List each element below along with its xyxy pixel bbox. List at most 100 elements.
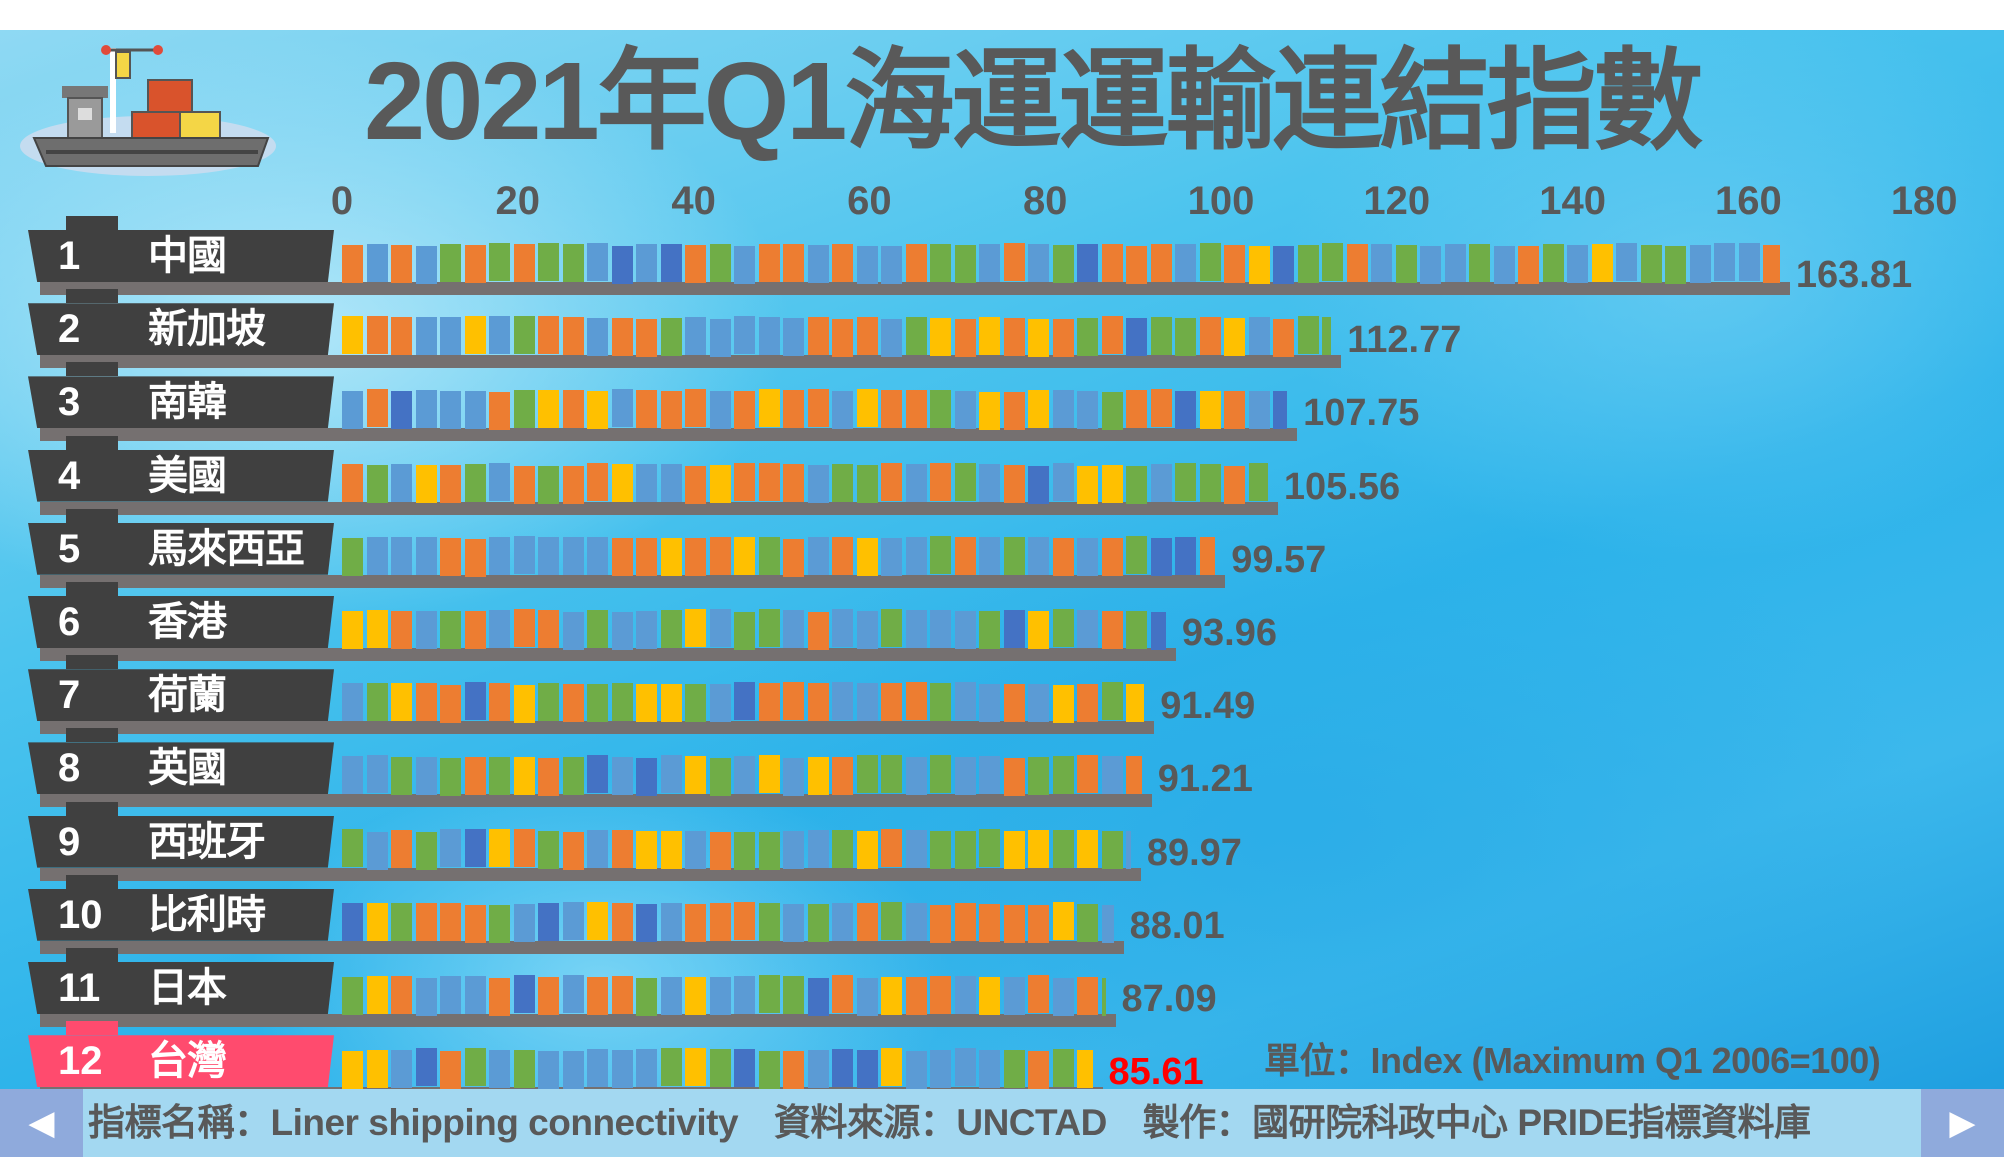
bar-container bbox=[489, 536, 510, 575]
bar-container bbox=[464, 611, 486, 649]
bar-container bbox=[366, 755, 388, 794]
bar-container bbox=[366, 244, 388, 282]
bar-container bbox=[1052, 829, 1074, 868]
rank-number: 6 bbox=[58, 600, 81, 644]
bar-container bbox=[1077, 684, 1098, 723]
bar-container bbox=[660, 830, 682, 869]
bar-container bbox=[538, 390, 559, 429]
country-name: 南韓 bbox=[148, 380, 227, 425]
bar-container bbox=[930, 904, 951, 943]
label-tab bbox=[66, 655, 118, 670]
bar-container bbox=[611, 246, 633, 284]
bar-container bbox=[1395, 245, 1417, 283]
bar-container bbox=[832, 757, 853, 796]
bar-container bbox=[342, 756, 363, 795]
bar-container bbox=[1052, 245, 1074, 283]
bar-container bbox=[856, 1050, 878, 1089]
bar-container bbox=[905, 610, 927, 648]
bar-container bbox=[1052, 537, 1074, 576]
bar-container bbox=[440, 391, 461, 430]
bar-container bbox=[979, 244, 1000, 282]
rank-label-box bbox=[28, 815, 334, 868]
bar-container bbox=[562, 1051, 584, 1090]
bar-container bbox=[391, 1050, 412, 1089]
next-arrow-button[interactable]: ▶ bbox=[1921, 1089, 2004, 1157]
bar-container bbox=[587, 318, 608, 357]
bar-container bbox=[1518, 246, 1539, 284]
bar-container bbox=[832, 319, 853, 358]
x-tick-label: 180 bbox=[1890, 179, 1958, 223]
bar-container bbox=[1003, 464, 1025, 503]
bar-container bbox=[807, 683, 829, 722]
bar-container bbox=[1175, 536, 1196, 575]
bar-container bbox=[1567, 245, 1588, 283]
bar-container bbox=[489, 1050, 510, 1089]
rank-label-box bbox=[28, 522, 334, 575]
bar-container bbox=[342, 828, 363, 867]
prev-arrow-button[interactable]: ◀ bbox=[0, 1089, 83, 1157]
bar-container bbox=[807, 978, 829, 1016]
bar-container bbox=[513, 316, 535, 355]
rank-label-box bbox=[28, 596, 334, 648]
bar-container bbox=[930, 462, 951, 501]
bar-container bbox=[979, 684, 1000, 723]
bar-container bbox=[611, 318, 633, 357]
bar-container bbox=[1003, 758, 1025, 797]
bar-container bbox=[1077, 391, 1098, 430]
bar-container bbox=[954, 976, 976, 1014]
bar-container bbox=[783, 318, 804, 357]
bar-container bbox=[489, 610, 510, 648]
value-label: 88.01 bbox=[1129, 904, 1225, 947]
bar-container bbox=[685, 830, 706, 869]
value-label: 91.49 bbox=[1160, 685, 1256, 728]
bar-container bbox=[807, 612, 829, 650]
bar-container bbox=[636, 978, 657, 1016]
bar-container bbox=[636, 684, 657, 723]
bar-container bbox=[1714, 243, 1735, 281]
bar-container bbox=[734, 391, 755, 430]
bar-container bbox=[881, 1048, 902, 1087]
bar-container bbox=[464, 463, 486, 502]
bar-container bbox=[685, 1048, 706, 1087]
bar-container bbox=[1248, 317, 1270, 356]
label-tab bbox=[66, 508, 118, 523]
bar-container bbox=[1003, 610, 1025, 648]
bar-row: 11 日本 87.09 bbox=[0, 948, 1900, 1036]
bar-container bbox=[709, 609, 731, 647]
country-name: 美國 bbox=[148, 453, 227, 498]
bar-container bbox=[660, 463, 682, 502]
bar-container bbox=[1665, 246, 1686, 284]
bar-container bbox=[1150, 389, 1172, 428]
bar-container bbox=[1077, 318, 1098, 357]
bar-container bbox=[734, 831, 755, 870]
bar-container bbox=[660, 610, 682, 648]
bar-container bbox=[905, 1051, 927, 1090]
bar-container bbox=[366, 831, 388, 870]
bar-container bbox=[685, 977, 706, 1015]
bar-container bbox=[636, 830, 657, 869]
bar-container bbox=[905, 682, 927, 721]
bar-container bbox=[685, 465, 706, 504]
chart-title: 2021年Q1海運運輸連結指數 bbox=[364, 40, 1703, 163]
bar-container bbox=[1273, 391, 1288, 430]
bar-container bbox=[513, 828, 535, 867]
ocean-background bbox=[0, 30, 2004, 1089]
bar-container bbox=[807, 536, 829, 575]
bar-container bbox=[758, 975, 780, 1013]
bar-container bbox=[832, 902, 853, 941]
bar-container bbox=[1028, 904, 1049, 943]
bar-container bbox=[856, 830, 878, 869]
bar-container bbox=[832, 391, 853, 430]
bar-base bbox=[40, 355, 1342, 369]
country-name: 台灣 bbox=[148, 1039, 227, 1084]
bar-container bbox=[709, 684, 731, 723]
value-label: 93.96 bbox=[1181, 612, 1277, 654]
bar-container bbox=[1003, 904, 1025, 943]
bar-container bbox=[1175, 391, 1196, 430]
bar-container bbox=[734, 756, 755, 795]
bar-container bbox=[1126, 535, 1147, 574]
bar-container bbox=[489, 904, 510, 943]
bar-container bbox=[636, 611, 657, 649]
rank-number: 8 bbox=[58, 746, 81, 791]
bar-container bbox=[979, 317, 1000, 356]
